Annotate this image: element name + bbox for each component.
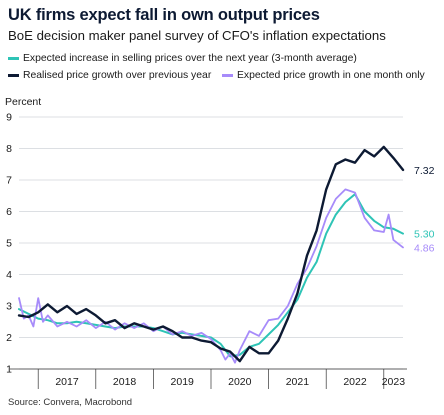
legend-item-one-month: Expected price growth in one month only — [222, 70, 425, 81]
end-value-label: 5.30 — [414, 229, 435, 241]
chart-subtitle: BoE decision maker panel survey of CFO's… — [8, 28, 386, 43]
series-line — [18, 193, 404, 358]
legend-label: Expected price growth in one month only — [237, 70, 425, 81]
legend-swatch-navy — [8, 74, 19, 77]
x-tick-label: 2019 — [171, 376, 195, 388]
x-tick-label: 2023 — [382, 376, 406, 388]
y-tick-label: 6 — [6, 206, 12, 218]
end-value-label: 4.86 — [414, 242, 435, 254]
x-tick-label: 2017 — [55, 376, 79, 388]
source-note: Source: Convera, Macrobond — [8, 397, 133, 408]
y-tick-label: 8 — [6, 143, 12, 155]
y-tick-label: 9 — [6, 112, 12, 124]
legend-swatch-teal — [8, 57, 19, 60]
legend-label: Expected increase in selling prices over… — [23, 53, 357, 64]
series-line — [17, 145, 405, 363]
series-line — [18, 188, 404, 364]
y-tick-label: 4 — [6, 269, 12, 281]
x-tick-label: 2018 — [113, 376, 137, 388]
y-tick-label: 3 — [6, 301, 12, 313]
x-tick-label: 2020 — [228, 376, 252, 388]
y-tick-label: 5 — [6, 238, 12, 250]
legend-swatch-purple — [222, 74, 233, 77]
y-tick-label: 7 — [6, 175, 12, 187]
chart-title: UK firms expect fall in own output price… — [8, 6, 320, 24]
y-tick-label: 2 — [6, 332, 12, 344]
y-tick-label: 1 — [6, 364, 12, 376]
x-tick-label: 2021 — [286, 376, 310, 388]
end-value-label: 7.32 — [414, 165, 435, 177]
y-axis-label: Percent — [5, 96, 42, 108]
legend-item-realised: Realised price growth over previous year — [8, 70, 211, 81]
legend-item-expected-next-year: Expected increase in selling prices over… — [8, 53, 357, 64]
legend-label: Realised price growth over previous year — [23, 70, 212, 81]
x-tick-label: 2022 — [343, 376, 367, 388]
